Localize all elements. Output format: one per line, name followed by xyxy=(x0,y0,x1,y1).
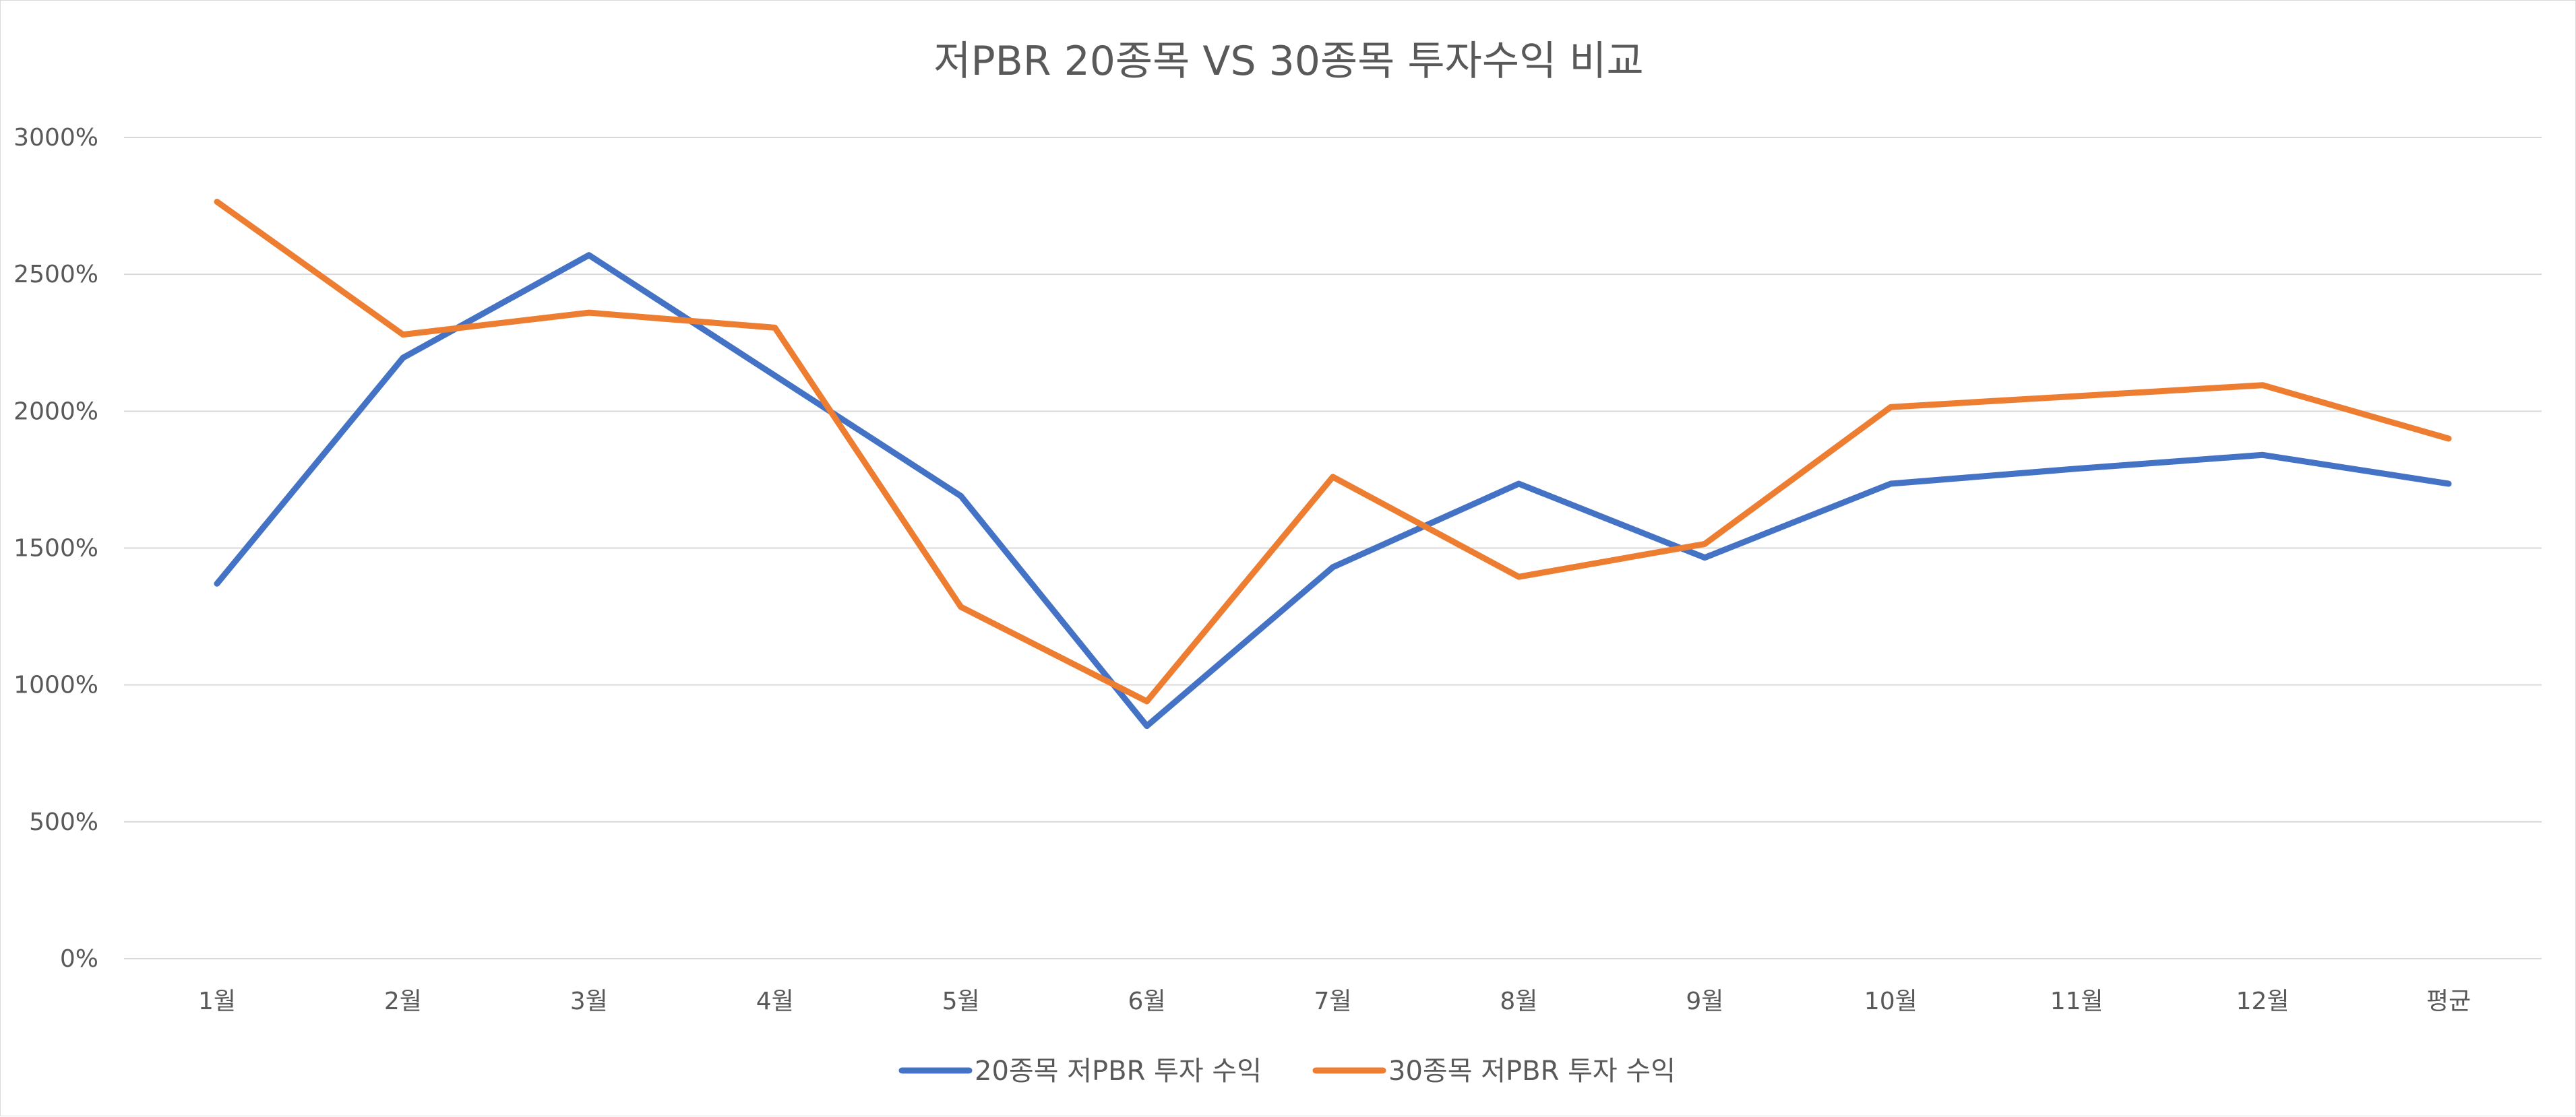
series-line-2 xyxy=(214,199,2452,705)
series-line-1 xyxy=(214,252,2452,730)
y-tick-label: 2000% xyxy=(13,397,98,425)
y-tick-label: 3000% xyxy=(13,124,98,152)
x-tick-label: 4월 xyxy=(756,988,794,1015)
x-tick-label: 평균 xyxy=(2426,988,2471,1015)
y-tick-label: 500% xyxy=(29,808,98,836)
x-tick-label: 10월 xyxy=(1864,988,1918,1015)
legend-item-2: 30종목 저PBR 투자 수익 xyxy=(1312,1056,1676,1087)
legend-item-1: 20종목 저PBR 투자 수익 xyxy=(898,1056,1262,1087)
x-axis-ticks: 1월 2월 3월 4월 5월 6월 7월 8월 9월 10월 11월 12월 평균 xyxy=(198,988,2471,1015)
x-tick-label: 1월 xyxy=(198,988,236,1015)
legend-label: 30종목 저PBR 투자 수익 xyxy=(1388,1056,1676,1087)
chart-title: 저PBR 20종목 VS 30종목 투자수익 비교 xyxy=(933,38,1643,85)
x-tick-label: 5월 xyxy=(942,988,980,1015)
y-tick-label: 1500% xyxy=(13,535,98,563)
x-tick-label: 2월 xyxy=(384,988,422,1015)
x-tick-label: 6월 xyxy=(1128,988,1166,1015)
y-tick-label: 1000% xyxy=(13,672,98,699)
x-tick-label: 11월 xyxy=(2050,988,2104,1015)
x-tick-label: 7월 xyxy=(1314,988,1351,1015)
y-tick-label: 0% xyxy=(60,945,98,973)
series-lines xyxy=(214,199,2452,730)
y-tick-label: 2500% xyxy=(13,261,98,288)
legend-label: 20종목 저PBR 투자 수익 xyxy=(975,1056,1262,1087)
x-tick-label: 3월 xyxy=(570,988,608,1015)
gridlines xyxy=(124,137,2542,959)
legend: 20종목 저PBR 투자 수익 30종목 저PBR 투자 수익 xyxy=(898,1056,1676,1087)
y-axis-ticks: 0% 500% 1000% 1500% 2000% 2500% 3000% xyxy=(13,124,98,973)
x-tick-label: 8월 xyxy=(1500,988,1537,1015)
x-tick-label: 9월 xyxy=(1686,988,1723,1015)
x-tick-label: 12월 xyxy=(2236,988,2290,1015)
